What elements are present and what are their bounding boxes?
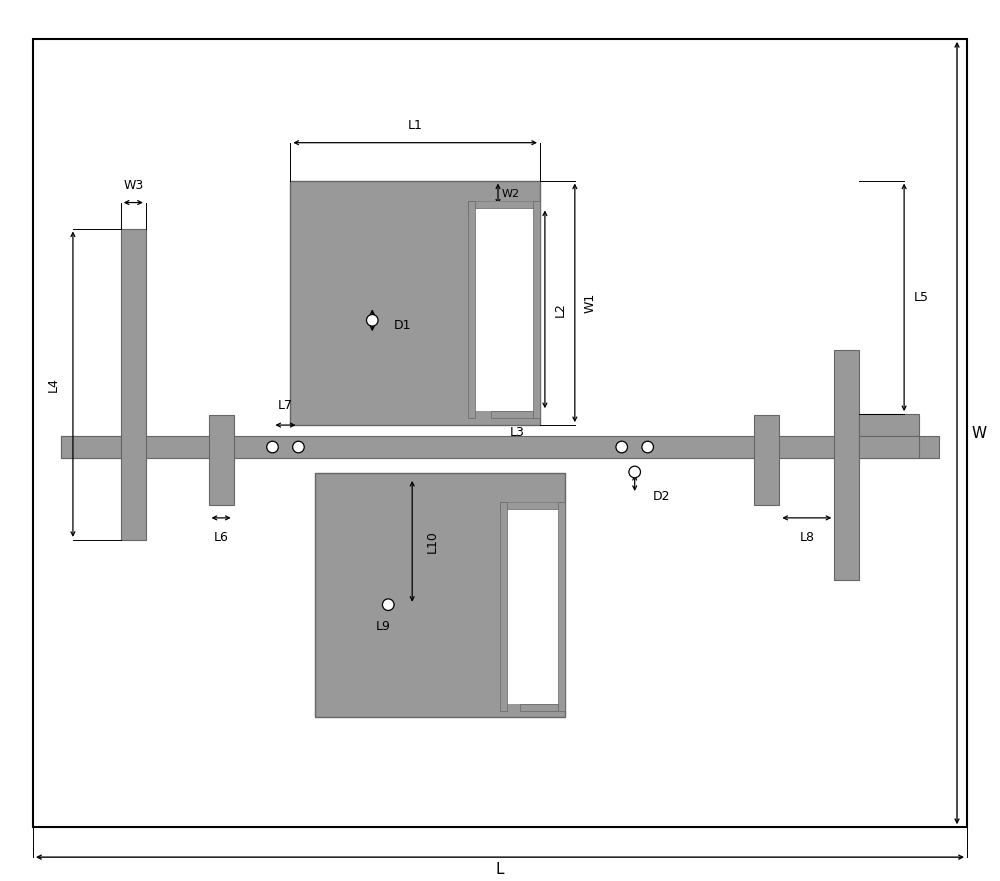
Circle shape	[629, 466, 640, 478]
Bar	[859, 414, 919, 436]
Bar	[475, 201, 540, 411]
Text: D2: D2	[653, 491, 670, 503]
Bar	[468, 201, 475, 418]
Bar	[33, 39, 967, 827]
Bar	[754, 415, 779, 505]
Bar	[500, 502, 507, 712]
Text: L5: L5	[914, 291, 929, 304]
Text: L4: L4	[46, 377, 59, 391]
Text: W2: W2	[502, 189, 520, 199]
Bar	[558, 502, 565, 712]
Text: L1: L1	[408, 119, 423, 132]
Bar	[121, 228, 146, 540]
Text: L: L	[496, 862, 504, 877]
Bar	[859, 436, 919, 458]
Text: W3: W3	[123, 179, 143, 192]
Text: W: W	[971, 426, 987, 440]
Bar	[290, 181, 540, 425]
Bar	[61, 436, 939, 458]
Text: L2: L2	[553, 302, 566, 317]
Bar	[315, 473, 565, 717]
Text: L7: L7	[278, 398, 293, 411]
Bar	[468, 201, 540, 208]
Text: L6: L6	[214, 531, 229, 544]
Circle shape	[382, 599, 394, 611]
Bar	[61, 436, 121, 458]
Circle shape	[293, 441, 304, 453]
Bar	[491, 411, 533, 418]
Text: L3: L3	[510, 426, 524, 439]
Bar	[507, 502, 565, 705]
Bar	[209, 415, 234, 505]
Circle shape	[366, 315, 378, 326]
Bar	[834, 351, 859, 580]
Bar	[500, 502, 565, 509]
Text: D1: D1	[394, 319, 412, 332]
Text: L9: L9	[376, 620, 391, 633]
Text: L8: L8	[799, 531, 814, 544]
Bar	[520, 705, 558, 712]
Circle shape	[267, 441, 278, 453]
Circle shape	[642, 441, 653, 453]
Circle shape	[616, 441, 628, 453]
Bar	[533, 201, 540, 418]
Text: L10: L10	[426, 529, 439, 552]
Text: W1: W1	[583, 292, 596, 313]
